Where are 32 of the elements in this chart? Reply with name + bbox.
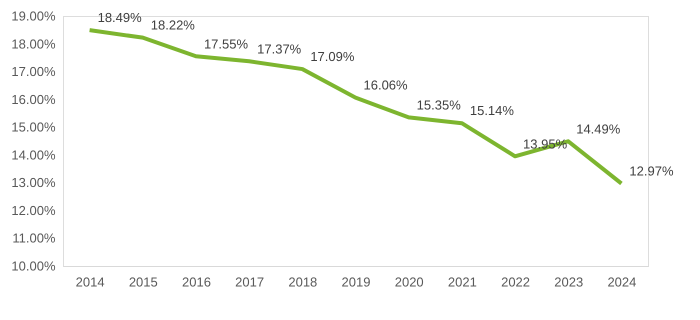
x-tick-label: 2020: [394, 274, 424, 290]
y-tick-label: 15.00%: [11, 120, 56, 135]
x-tick-label: 2017: [235, 274, 264, 290]
data-label: 18.49%: [98, 10, 142, 26]
y-tick-label: 12.00%: [11, 202, 56, 218]
line-series: [88, 28, 624, 186]
y-tick-label: 17.00%: [11, 64, 56, 80]
x-tick-label: 2024: [607, 274, 636, 290]
data-label: 14.49%: [576, 121, 621, 136]
y-tick-label: 11.00%: [12, 230, 56, 246]
data-label: 17.09%: [310, 49, 355, 64]
x-tick-label: 2018: [288, 274, 318, 290]
x-tick-label: 2016: [182, 274, 211, 290]
x-tick-label: 2023: [554, 274, 584, 290]
x-tick-label: 2022: [501, 274, 530, 290]
data-label: 15.14%: [470, 103, 514, 118]
data-label: 15.35%: [416, 97, 462, 112]
data-label: 17.55%: [204, 36, 248, 52]
data-label: 12.97%: [629, 164, 674, 178]
y-tick-label: 16.00%: [11, 92, 56, 107]
data-label: 17.37%: [257, 41, 302, 56]
x-tick-label: 2015: [128, 274, 158, 290]
data-label: 16.06%: [364, 78, 408, 93]
data-label: 18.22%: [150, 18, 196, 33]
x-tick-label: 2021: [448, 274, 477, 290]
y-tick-label: 10.00%: [11, 258, 56, 274]
y-tick-label: 18.00%: [11, 36, 56, 52]
x-tick-label: 2019: [342, 274, 370, 290]
y-tick-label: 14.00%: [11, 147, 56, 162]
y-tick-label: 19.00%: [11, 8, 56, 24]
x-tick-label: 2014: [76, 274, 105, 290]
y-tick-label: 13.00%: [11, 175, 56, 190]
